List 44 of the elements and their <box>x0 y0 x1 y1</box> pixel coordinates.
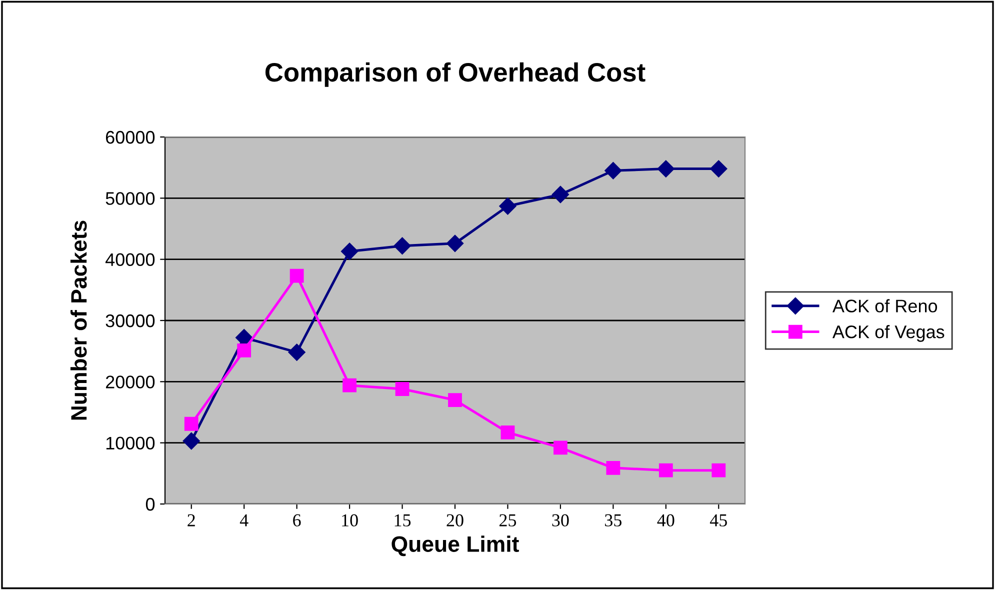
point <box>184 416 198 431</box>
y-tick-label: 0 <box>146 498 155 511</box>
x-tick-label: 25 <box>499 514 516 526</box>
point <box>290 268 304 283</box>
point <box>552 186 570 204</box>
y-tick-label: 10000 <box>106 436 155 450</box>
point <box>710 160 728 178</box>
x-tick-label: 35 <box>605 514 622 526</box>
point <box>340 242 358 260</box>
x-tick-label: 10 <box>342 514 358 526</box>
x-axis-title: Queue Limit <box>392 536 519 556</box>
y-tick-label: 50000 <box>106 192 155 205</box>
point <box>604 162 622 180</box>
point <box>446 234 464 252</box>
point <box>499 198 516 215</box>
y-tick-label: 20000 <box>106 376 155 388</box>
y-tick-label: 30000 <box>106 314 155 328</box>
x-tick-label: 40 <box>657 514 674 526</box>
x-tick-label: 6 <box>293 514 301 526</box>
chart-title: Comparison of Overhead Cost <box>265 62 646 87</box>
x-tick-label: 30 <box>552 514 569 526</box>
point <box>448 393 462 407</box>
x-tick-label: 2 <box>188 514 195 526</box>
point <box>237 344 252 358</box>
point <box>658 463 673 478</box>
point <box>657 160 674 178</box>
x-tick-label: 45 <box>710 514 727 526</box>
y-axis-title: Number of Packets <box>70 220 87 420</box>
x-tick-label: 4 <box>240 514 248 526</box>
x-tick-label: 20 <box>446 514 464 526</box>
x-tick-label: 15 <box>394 514 411 526</box>
point <box>394 237 411 254</box>
point <box>712 463 726 478</box>
point <box>342 378 356 392</box>
point <box>288 344 306 361</box>
point <box>554 440 568 455</box>
point <box>606 460 620 475</box>
point <box>500 425 515 440</box>
y-tick-label: 40000 <box>105 253 155 266</box>
y-tick-label: 60000 <box>106 130 155 144</box>
point <box>182 432 200 450</box>
legend-label: ACK of Reno <box>832 299 938 312</box>
point <box>395 382 410 396</box>
legend-label: ACK of Vegas <box>832 325 944 342</box>
